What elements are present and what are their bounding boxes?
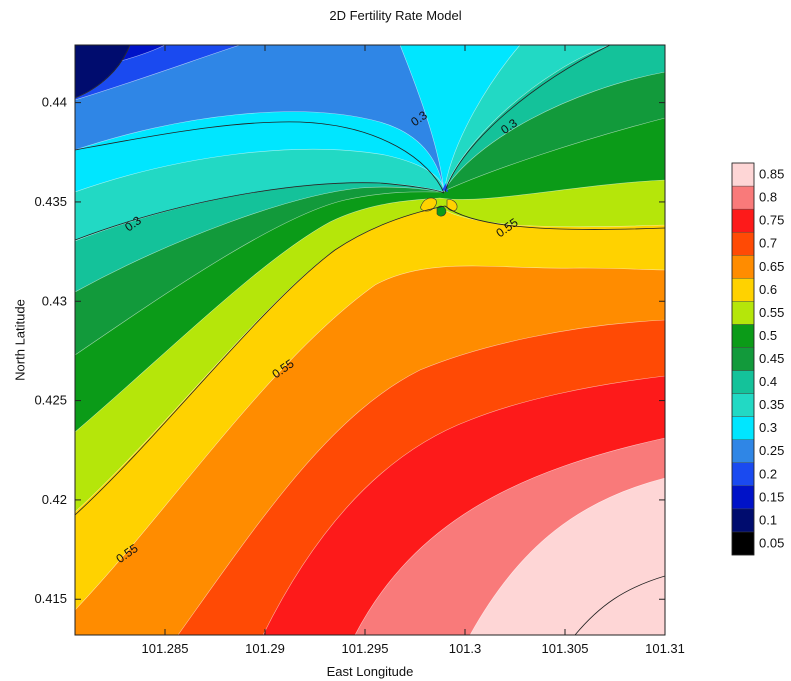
x-tick-label: 101.29 bbox=[245, 641, 285, 656]
colorbar-swatch bbox=[731, 347, 755, 371]
colorbar-swatch bbox=[731, 162, 755, 187]
colorbar-swatch bbox=[731, 393, 755, 417]
y-tick-label: 0.43 bbox=[42, 293, 67, 308]
colorbar-swatch bbox=[731, 439, 755, 463]
y-tick-label: 0.415 bbox=[34, 591, 67, 606]
colorbar-label: 0.35 bbox=[759, 397, 784, 412]
anomaly-yellow-left bbox=[420, 197, 437, 212]
contour-line-0.8 bbox=[574, 575, 665, 635]
contour-band-0.25 bbox=[75, 45, 445, 635]
colorbar-label: 0.1 bbox=[759, 512, 777, 527]
contour-line-0.55-upper bbox=[75, 205, 665, 516]
colorbar-label: 0.55 bbox=[759, 305, 784, 320]
colorbar-frame bbox=[731, 162, 755, 556]
contour-line-0.3-top bbox=[75, 121, 445, 194]
colorbar-swatch bbox=[731, 185, 755, 210]
y-tick-label: 0.435 bbox=[34, 194, 67, 209]
y-tick-label: 0.44 bbox=[42, 95, 67, 110]
colorbar-swatch bbox=[731, 301, 755, 325]
colorbar-label: 0.2 bbox=[759, 466, 777, 481]
colorbar-label: 0.75 bbox=[759, 213, 784, 228]
colorbar-label: 0.85 bbox=[759, 167, 784, 182]
y-tick-label: 0.425 bbox=[34, 393, 67, 408]
y-axis-ticks: 0.415 0.42 0.425 0.43 0.435 0.44 bbox=[34, 95, 665, 606]
colorbar-swatch bbox=[731, 531, 755, 556]
x-tick-label: 101.295 bbox=[342, 641, 389, 656]
x-tick-label: 101.305 bbox=[542, 641, 589, 656]
x-tick-label: 101.31 bbox=[645, 641, 685, 656]
contour-plot-area: 0.3 0.30.3 0.550.550.55 bbox=[75, 45, 665, 635]
colorbar-swatch bbox=[731, 231, 755, 256]
colorbar-label: 0.15 bbox=[759, 489, 784, 504]
anomaly-green bbox=[436, 205, 447, 217]
colorbar-label: 0.6 bbox=[759, 282, 777, 297]
colorbar-swatch bbox=[731, 255, 755, 279]
plot-frame bbox=[74, 44, 666, 636]
colorbar-label: 0.65 bbox=[759, 259, 784, 274]
anomaly-yellow-right bbox=[446, 199, 458, 212]
colorbar-label: 0.4 bbox=[759, 374, 777, 389]
anomaly-blue-tip bbox=[442, 183, 448, 192]
colorbar-label: 0.7 bbox=[759, 236, 777, 251]
colorbar-swatch bbox=[731, 508, 755, 533]
colorbar-swatch bbox=[731, 278, 755, 302]
x-axis-label: East Longitude bbox=[326, 664, 414, 679]
y-tick-label: 0.42 bbox=[42, 492, 67, 507]
colorbar-swatch bbox=[731, 485, 755, 510]
x-tick-label: 101.3 bbox=[449, 641, 482, 656]
x-tick-label: 101.285 bbox=[142, 641, 189, 656]
chart-title: 2D Fertility Rate Model bbox=[329, 8, 462, 23]
colorbar-swatch bbox=[731, 416, 755, 440]
colorbar-swatch bbox=[731, 208, 755, 233]
colorbar-swatch bbox=[731, 462, 755, 487]
colorbar-label: 0.45 bbox=[759, 351, 784, 366]
colorbar-label: 0.5 bbox=[759, 328, 777, 343]
colorbar-swatch bbox=[731, 370, 755, 394]
contour-lines bbox=[75, 45, 665, 635]
colorbar-label: 0.25 bbox=[759, 443, 784, 458]
colorbar-swatch bbox=[731, 324, 755, 348]
colorbar: 0.05 0.1 0.15 0.2 0.25 0.3 0.35 0.4 0.45 0.5 0.55 0… bbox=[731, 162, 784, 556]
contour-line-0.1 bbox=[75, 45, 131, 99]
x-axis-ticks: 101.285 101.29 101.295 101.3 101.305 101.31 bbox=[142, 45, 685, 656]
colorbar-label: 0.8 bbox=[759, 190, 777, 205]
contour-line-0.3-right bbox=[444, 45, 611, 193]
colorbar-label: 0.3 bbox=[759, 420, 777, 435]
contour-line-0.3-left bbox=[75, 182, 445, 241]
colorbar-label: 0.05 bbox=[759, 535, 784, 550]
